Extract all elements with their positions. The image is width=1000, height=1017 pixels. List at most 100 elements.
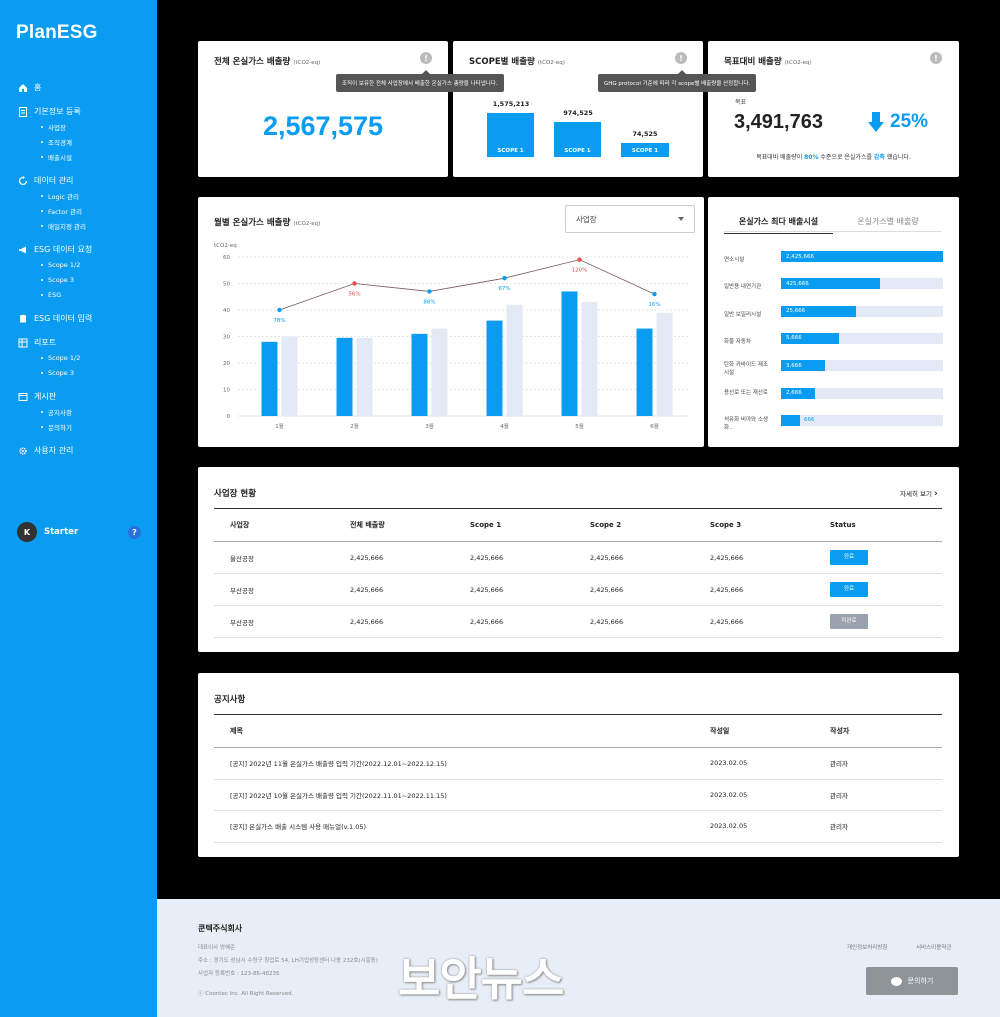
table-row[interactable]: 부산공장 2,425,666 2,425,666 2,425,666 2,425,666… — [214, 573, 942, 606]
database-icon — [17, 313, 28, 324]
sidebar-subitem[interactable]: 매일지정 관리 — [17, 218, 147, 233]
footer: 쿤텍주식회사 대표이사 방혜준 주소 : 경기도 성남시 수정구 창업로 54,… — [157, 899, 1000, 1017]
site-dropdown[interactable]: 사업장 — [565, 205, 695, 233]
app-logo[interactable]: PlanESG — [16, 22, 98, 43]
tab-top-facilities[interactable]: 온실가스 최다 배출시설 — [724, 216, 833, 234]
view-more-link[interactable]: 자세히 보기 › — [900, 489, 938, 499]
table-cell: 2,425,666 — [694, 573, 814, 606]
user-profile[interactable]: K Starter ? — [17, 522, 141, 542]
scope-bar-value: 74,525 — [632, 130, 658, 138]
scope-bar-value: 974,525 — [563, 109, 593, 117]
help-icon[interactable]: ? — [128, 525, 141, 539]
x-tick-label: 3월 — [425, 422, 434, 430]
sidebar-subitem[interactable]: 조직경계 — [17, 134, 147, 149]
footer-terms-link[interactable]: 서비스이용약관 — [916, 945, 952, 951]
tab-by-gas[interactable]: 온실가스별 배출량 — [857, 217, 919, 226]
facility-bar-value: 2,666 — [786, 390, 802, 396]
facility-bar: 2,666 — [781, 387, 815, 399]
status-badge[interactable]: 완료 — [830, 582, 868, 597]
sidebar-item-6[interactable]: 게시판 — [17, 389, 147, 404]
table-cell: 2,425,666 — [334, 605, 454, 638]
sidebar-subitem[interactable]: 문의하기 — [17, 419, 147, 434]
notice-row[interactable]: [공지] 온실가스 배출 시스템 사용 매뉴얼(v.1.05) 2023.02.0… — [214, 810, 942, 843]
column-header: 사업장 — [214, 508, 334, 542]
report-icon — [17, 337, 28, 348]
status-badge[interactable]: 미완료 — [830, 614, 868, 629]
y-tick-label: 50 — [223, 282, 230, 288]
sidebar-subitem[interactable]: Factor 관리 — [17, 203, 147, 218]
info-icon[interactable]: ! — [675, 52, 687, 64]
board-icon — [17, 391, 28, 402]
facility-bar-value: 3,666 — [786, 362, 802, 369]
sidebar-item-5[interactable]: 리포트 — [17, 335, 147, 350]
sidebar-item-label: 홈 — [34, 83, 42, 92]
notice-title-link[interactable]: [공지] 2022년 10월 온실가스 배출량 입력 기간(2022.11.01… — [214, 779, 694, 811]
x-tick-label: 1월 — [275, 422, 284, 430]
facility-bar-track: 666 — [781, 414, 943, 426]
footer-privacy-link[interactable]: 개인정보처리방침 — [847, 945, 888, 951]
x-tick-label: 2월 — [350, 422, 359, 430]
sidebar-subitem[interactable]: Scope 3 — [17, 272, 147, 287]
sidebar-subitem[interactable]: Scope 1/2 — [17, 350, 147, 365]
table-row[interactable]: 울산공장 2,425,666 2,425,666 2,425,666 2,425,666… — [214, 541, 942, 574]
facility-bar-track: 25,666 — [781, 305, 943, 317]
table-cell: 2,425,666 — [454, 605, 574, 638]
sidebar-item-label: 기본정보 등록 — [34, 107, 81, 116]
trend-label: 56% — [348, 292, 360, 298]
sidebar-subitem[interactable]: 사업장 — [17, 119, 147, 134]
sidebar-item-1[interactable]: 기본정보 등록 — [17, 104, 147, 119]
sidebar-subitem[interactable]: 공지사항 — [17, 404, 147, 419]
sidebar-subitem[interactable]: Scope 3 — [17, 365, 147, 380]
avatar[interactable]: K — [17, 522, 37, 542]
sidebar-subitem[interactable]: ESG — [17, 287, 147, 302]
sidebar-item-3[interactable]: ESG 데이터 요청 — [17, 242, 147, 257]
footer-address: 주소 : 경기도 성남시 수정구 창업로 54, LH기업성장센터 나동 232… — [198, 958, 378, 964]
y-tick-label: 60 — [223, 255, 230, 261]
card-title: 월별 온실가스 배출량 (tCO2-eq) — [214, 218, 321, 228]
chart-bar — [411, 333, 428, 416]
chart-bar — [336, 337, 353, 416]
table-row[interactable]: 부산공장 2,425,666 2,425,666 2,425,666 2,425,666… — [214, 605, 942, 638]
sites-table: 사업장 전체 배출량 Scope 1 Scope 2 Scope 3 Status 울산공… — [214, 508, 942, 638]
sidebar-item-4[interactable]: ESG 데이터 입력 — [17, 311, 147, 326]
status-badge[interactable]: 완료 — [830, 550, 868, 565]
monthly-emission-card: 월별 온실가스 배출량 (tCO2-eq) 사업장 tCO2-eq 0 10 20 30 4… — [198, 197, 704, 447]
sidebar-item-0[interactable]: 홈 — [17, 80, 147, 95]
table-cell: 울산공장 — [214, 541, 334, 574]
table-cell: 2023.02.05 — [694, 747, 814, 780]
notice-row[interactable]: [공지] 2022년 10월 온실가스 배출량 입력 기간(2022.11.01… — [214, 779, 942, 811]
info-icon[interactable]: ! — [420, 52, 432, 64]
status-cell: 미완료 — [814, 605, 942, 638]
facility-label: 석유화 비아와 소생화.. — [724, 416, 768, 431]
contact-button[interactable]: 문의하기 — [866, 967, 958, 995]
sidebar-item-label: ESG 데이터 요청 — [34, 245, 93, 254]
chart-bar — [486, 320, 503, 416]
column-header: Scope 2 — [574, 508, 694, 542]
sidebar-subitem[interactable]: Logic 관리 — [17, 188, 147, 203]
chart-bar — [636, 328, 653, 416]
notice-title-link[interactable]: [공지] 2022년 11월 온실가스 배출량 입력 기간(2022.12.01… — [214, 747, 694, 780]
info-icon[interactable]: ! — [930, 52, 942, 64]
table-cell: 부산공장 — [214, 573, 334, 606]
x-tick-label: 5월 — [575, 422, 584, 430]
sidebar-item-7[interactable]: 사용자 관리 — [17, 443, 147, 458]
y-tick-label: 0 — [227, 414, 231, 420]
sidebar-subitem[interactable]: 배출시설 — [17, 149, 147, 164]
facility-bar: 25,666 — [781, 305, 856, 317]
notice-row[interactable]: [공지] 2022년 11월 온실가스 배출량 입력 기간(2022.12.01… — [214, 747, 942, 780]
facility-bar: 666 — [781, 414, 815, 426]
target-emission-card: 목표대비 배출량 (tCO2-eq) ! 목표 3,491,763 25% 목표대… — [708, 41, 959, 177]
facility-bar: 5,666 — [781, 332, 839, 344]
sidebar-item-2[interactable]: 데이터 관리 — [17, 173, 147, 188]
chart-bar — [506, 304, 523, 416]
scope-bar: SCOPE 1 — [554, 122, 601, 157]
chart-bar — [561, 291, 578, 416]
footer-bizno: 사업자 등록번호 : 123-86-48235 — [198, 971, 280, 977]
trend-point — [427, 289, 432, 294]
trend-point — [577, 257, 582, 262]
sidebar-subitem[interactable]: Scope 1/2 — [17, 257, 147, 272]
notice-title-link[interactable]: [공지] 온실가스 배출 시스템 사용 매뉴얼(v.1.05) — [214, 810, 694, 843]
document-icon — [17, 106, 28, 117]
